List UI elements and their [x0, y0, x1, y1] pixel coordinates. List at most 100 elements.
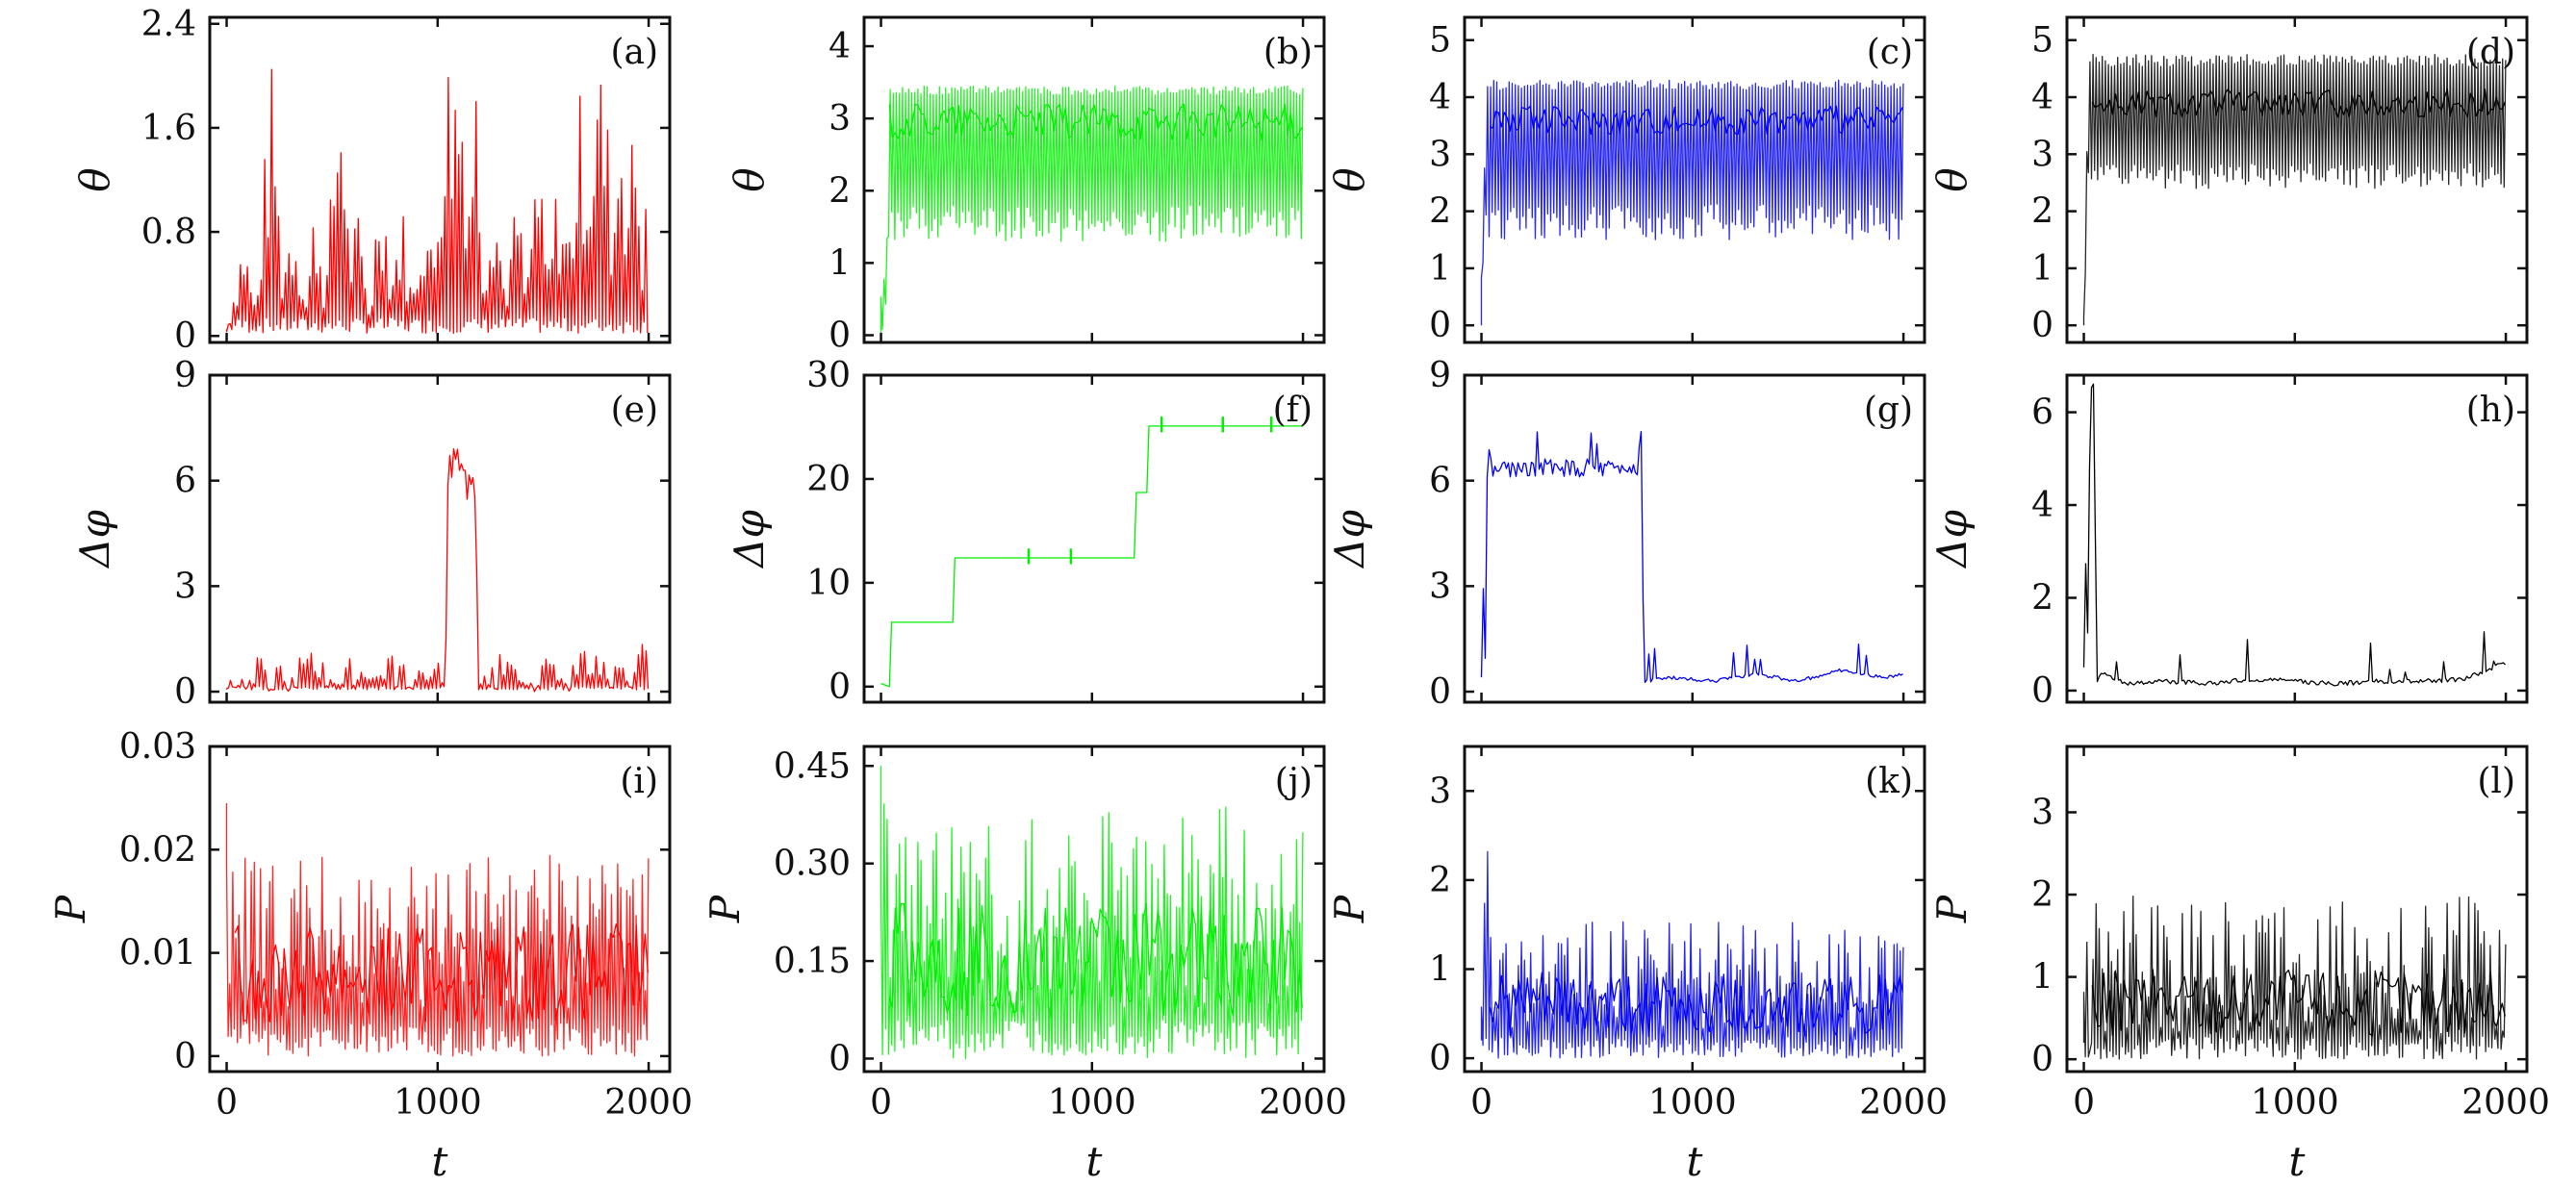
ytick-label-d: 5	[2031, 21, 2053, 61]
panel-i: 0 0.01 0.02 0.03 0 1000 2000 P (i) t	[47, 727, 693, 1185]
ylabel-k: P	[1326, 895, 1373, 923]
ytick-label-a: 0	[174, 316, 196, 356]
ytick-label-e: 0	[174, 672, 196, 712]
plot-area-h	[2082, 383, 2506, 687]
ytick-label-l: 2	[2031, 875, 2053, 915]
series-line-a	[225, 68, 649, 335]
panel-j: 0 0.15 0.30 0.45 0 1000 2000 P (j) t	[701, 745, 1347, 1185]
panel-label-h: (h)	[2466, 391, 2515, 430]
plot-frame-k	[1463, 745, 1926, 1073]
xtick-label-k: 2000	[1859, 1083, 1948, 1123]
ylabel-i: P	[47, 895, 94, 923]
ytick-label-f: 30	[806, 356, 851, 395]
xtick-label-j: 0	[870, 1083, 892, 1123]
series-line-b	[880, 85, 1304, 336]
ylabel-l: P	[1928, 895, 1976, 923]
series-line-f	[880, 425, 1304, 688]
xlabel-k: t	[1687, 1138, 1703, 1185]
plot-frame-a	[208, 15, 672, 344]
plot-area-l	[2082, 895, 2507, 1060]
ytick-label-i: 0.01	[119, 934, 196, 973]
ytick-label-h: 4	[2031, 486, 2053, 525]
plot-frame-f	[862, 373, 1326, 704]
ytick-label-k: 1	[1429, 950, 1451, 990]
ytick-label-f: 0	[829, 668, 851, 707]
ytick-label-b: 4	[829, 27, 851, 66]
ytick-label-d: 4	[2031, 78, 2053, 117]
panel-e: 0 3 6 9 Δφ (e)	[71, 356, 672, 712]
plot-area-j	[880, 766, 1304, 1060]
panel-label-i: (i)	[620, 762, 658, 801]
xlabel-j: t	[1086, 1138, 1103, 1185]
series-line-i	[225, 803, 650, 1057]
ytick-label-l: 0	[2031, 1040, 2053, 1079]
plot-area-e	[225, 448, 650, 693]
panel-label-e: (e)	[611, 391, 658, 430]
ylabel-e: Δφ	[71, 510, 118, 569]
ytick-label-g: 6	[1429, 462, 1451, 501]
ytick-label-e: 9	[174, 356, 196, 395]
ytick-label-h: 6	[2031, 393, 2053, 433]
xtick-label-j: 2000	[1259, 1083, 1347, 1123]
ytick-label-a: 1.6	[141, 109, 196, 148]
xtick-label-l: 2000	[2461, 1083, 2550, 1123]
ylabel-b: θ	[726, 167, 773, 191]
ytick-label-e: 3	[174, 567, 196, 606]
ytick-label-d: 0	[2031, 306, 2053, 345]
xtick-label-j: 1000	[1048, 1083, 1136, 1123]
panel-label-j: (j)	[1275, 762, 1313, 801]
ytick-label-g: 3	[1429, 567, 1451, 606]
xtick-label-l: 1000	[2251, 1083, 2339, 1123]
panel-label-f: (f)	[1273, 391, 1313, 430]
series-line-c	[1480, 79, 1904, 326]
plot-frame-g	[1463, 373, 1926, 704]
ytick-label-d: 2	[2031, 192, 2053, 232]
ytick-label-k: 0	[1429, 1039, 1451, 1078]
panel-b: 0 1 2 3 4 θ (b)	[726, 15, 1326, 355]
series-line-d	[2082, 53, 2507, 326]
ytick-label-h: 0	[2031, 671, 2053, 711]
series-core-c	[1490, 105, 1903, 136]
ytick-label-l: 1	[2031, 958, 2053, 998]
plot-area-k	[1480, 850, 1904, 1059]
panel-label-c: (c)	[1867, 33, 1913, 72]
ytick-label-c: 1	[1429, 249, 1451, 289]
ytick-label-c: 2	[1429, 192, 1451, 232]
plot-frame-e	[208, 373, 672, 704]
series-core-d	[2091, 88, 2506, 118]
panel-g: 0 3 6 9 Δφ (g)	[1326, 356, 1926, 712]
xtick-label-i: 0	[216, 1083, 238, 1123]
ytick-label-a: 2.4	[141, 5, 196, 44]
series-core-k	[1489, 972, 1903, 1038]
ytick-label-g: 0	[1429, 672, 1451, 712]
ytick-label-d: 3	[2031, 135, 2053, 174]
ytick-label-d: 1	[2031, 249, 2053, 289]
plot-frame-d	[2065, 15, 2529, 344]
xtick-label-k: 0	[1470, 1083, 1492, 1123]
plot-area-d	[2082, 53, 2507, 326]
panel-a: 0 0.8 1.6 2.4 θ (a)	[71, 5, 672, 356]
ylabel-j: P	[701, 895, 749, 923]
series-core-b	[888, 103, 1303, 141]
panel-label-b: (b)	[1263, 33, 1313, 72]
series-core-i	[234, 923, 649, 1023]
ylabel-h: Δφ	[1928, 510, 1976, 569]
ylabel-a: θ	[71, 167, 118, 191]
ylabel-c: θ	[1326, 167, 1373, 191]
panel-f: 0 10 20 30 Δφ (f)	[726, 356, 1326, 707]
plot-frame-j	[862, 745, 1326, 1073]
ytick-label-h: 2	[2031, 578, 2053, 618]
ytick-label-f: 10	[806, 564, 851, 603]
ytick-label-g: 9	[1429, 356, 1451, 395]
panel-label-k: (k)	[1865, 762, 1913, 801]
xtick-label-l: 0	[2073, 1083, 2095, 1123]
series-line-j	[880, 766, 1304, 1060]
panel-d: 0 1 2 3 4 5 θ (d)	[1928, 15, 2529, 345]
plot-area-c	[1480, 79, 1904, 326]
panel-label-d: (d)	[2466, 33, 2515, 72]
panel-c: 0 1 2 3 4 5 θ (c)	[1326, 15, 1926, 345]
plot-frame-h	[2065, 373, 2529, 704]
xtick-label-i: 1000	[394, 1083, 482, 1123]
ytick-label-j: 0.45	[774, 746, 851, 786]
ytick-label-c: 4	[1429, 78, 1451, 117]
